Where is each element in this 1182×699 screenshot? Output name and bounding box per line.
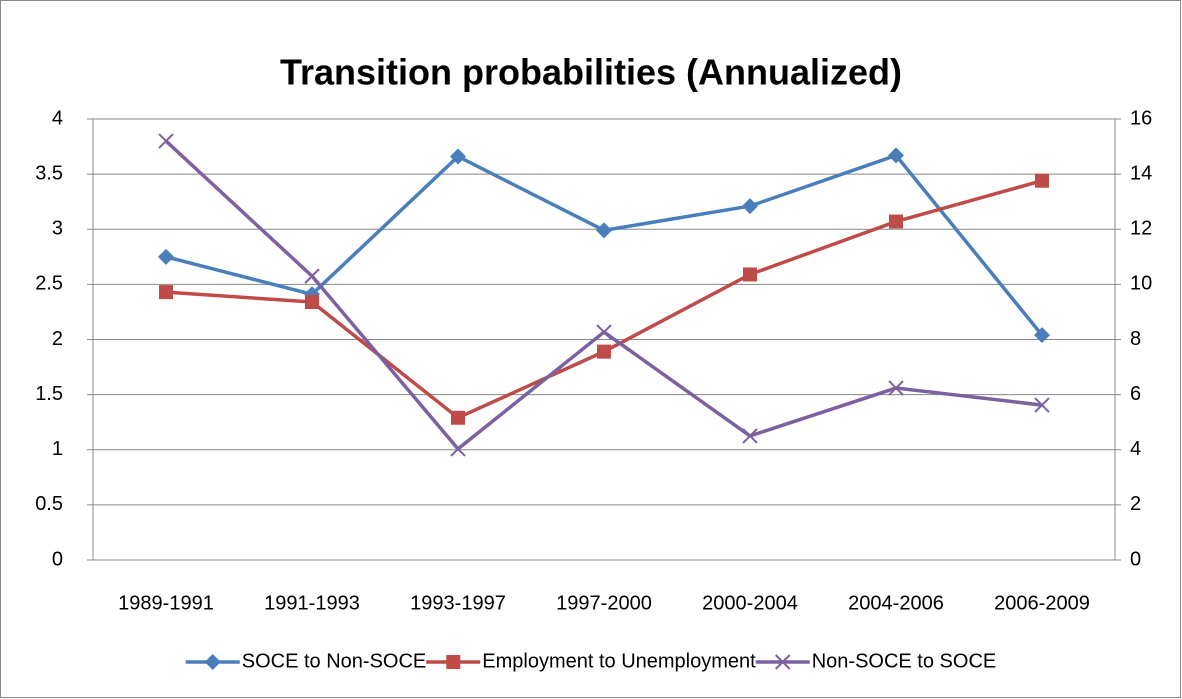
y2-tick-label: 10 [1130, 273, 1152, 295]
point [743, 267, 757, 282]
x-tick-label: 1993-1997 [410, 592, 506, 614]
chart-title: Transition probabilities (Annualized) [280, 52, 902, 93]
y2-tick-label: 0 [1130, 548, 1141, 570]
point [596, 222, 612, 239]
x-tick-label: 1997-2000 [556, 592, 652, 614]
x-tick-label: 2004-2006 [848, 592, 944, 614]
point [450, 441, 466, 457]
y2-tick-label: 8 [1130, 328, 1141, 350]
y-tick-label: 2.5 [35, 273, 63, 295]
legend-marker [446, 655, 461, 669]
point [888, 147, 904, 164]
point [450, 148, 466, 165]
point [889, 214, 903, 229]
y2-tick-label: 4 [1130, 438, 1141, 460]
y2-tick-label: 14 [1130, 162, 1152, 184]
x-tick-label: 1989-1991 [118, 592, 214, 614]
y-tick-label: 3 [52, 218, 63, 240]
y-tick-label: 3.5 [35, 162, 63, 184]
point [158, 133, 174, 149]
x-tick-label: 2006-2009 [994, 592, 1090, 614]
point [742, 428, 758, 444]
point [596, 324, 612, 340]
y-tick-label: 1 [52, 438, 63, 460]
point [305, 295, 319, 310]
y-tick-label: 0 [52, 548, 63, 570]
y-tick-label: 1.5 [35, 383, 63, 405]
legend-label: Non-SOCE to SOCE [812, 650, 997, 672]
y-tick-label: 4 [52, 107, 63, 129]
point [1034, 397, 1050, 413]
legend-marker [204, 654, 221, 670]
point [888, 380, 904, 396]
y-tick-label: 2 [52, 328, 63, 350]
y-tick-label: 0.5 [35, 493, 63, 515]
legend-label: SOCE to Non-SOCE [242, 650, 427, 672]
point [304, 268, 320, 284]
y2-tick-label: 12 [1130, 218, 1152, 240]
point [158, 248, 174, 265]
point [1034, 327, 1050, 344]
y2-tick-label: 16 [1130, 107, 1152, 129]
point [451, 410, 465, 425]
y2-tick-label: 2 [1130, 493, 1141, 515]
y2-tick-label: 6 [1130, 383, 1141, 405]
x-tick-label: 1991-1993 [264, 592, 360, 614]
point [742, 198, 758, 215]
x-tick-label: 2000-2004 [702, 592, 798, 614]
point [1035, 173, 1049, 188]
point [159, 285, 173, 300]
point [597, 344, 611, 359]
legend-label: Employment to Unemployment [482, 650, 756, 672]
legend-marker [775, 654, 791, 670]
